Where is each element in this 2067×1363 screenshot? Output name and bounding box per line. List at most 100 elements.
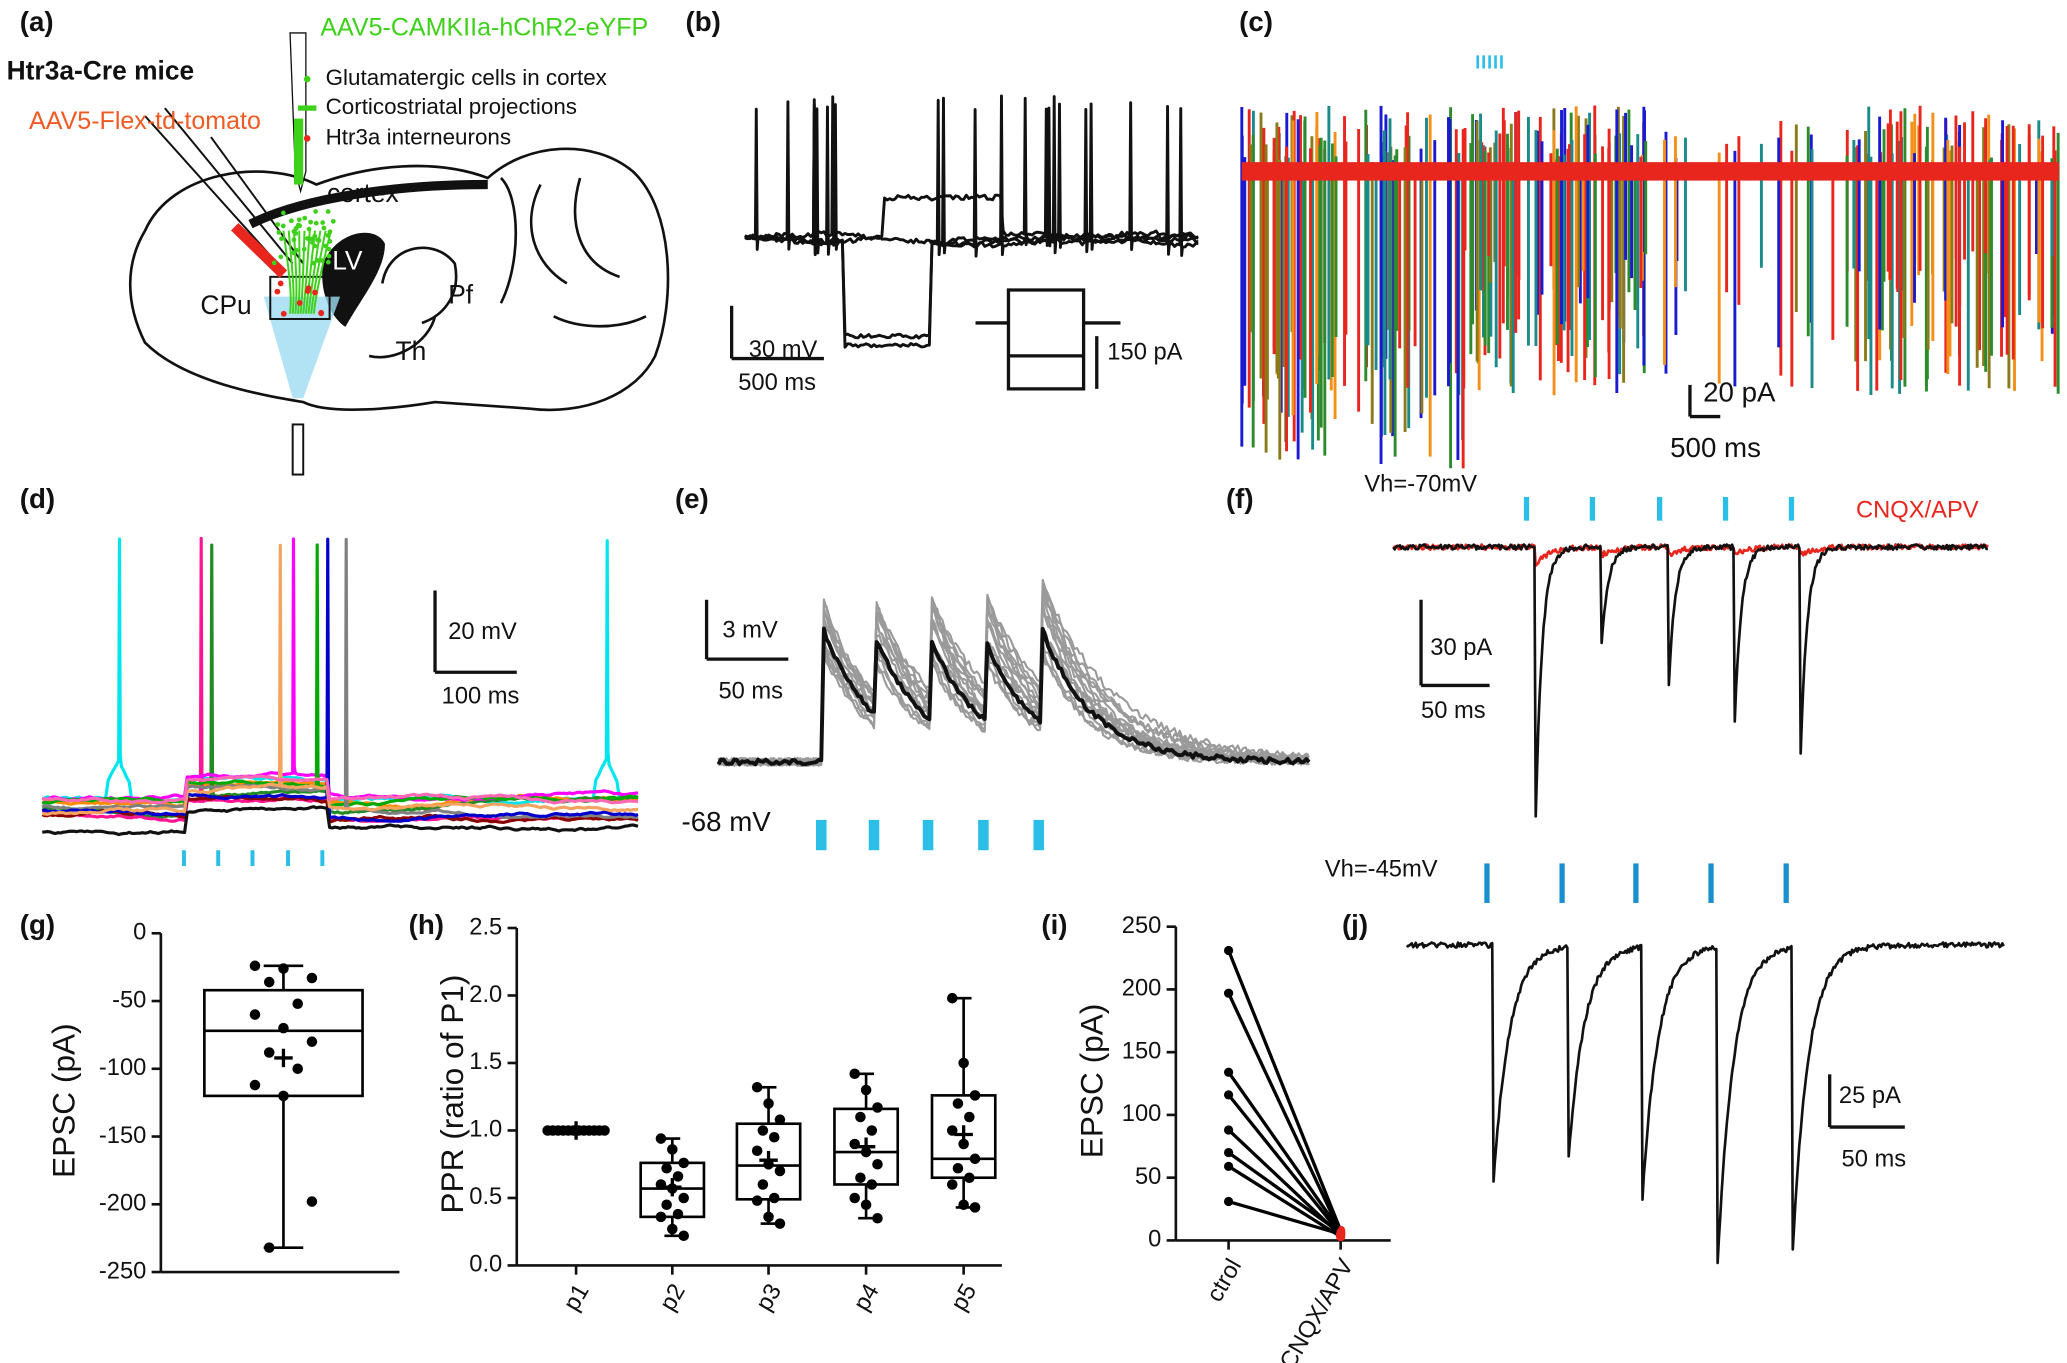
mean-marker bbox=[759, 1150, 778, 1170]
green-cell bbox=[321, 225, 327, 231]
data-point bbox=[1223, 945, 1234, 956]
data-point bbox=[599, 1125, 610, 1136]
panel-label: (b) bbox=[686, 6, 721, 37]
x-tick-label: ctrol bbox=[1202, 1255, 1247, 1307]
data-point bbox=[263, 1242, 275, 1253]
data-point bbox=[667, 1223, 678, 1235]
data-point bbox=[661, 1199, 672, 1210]
data-point bbox=[946, 992, 958, 1004]
x-tick-label: p2 bbox=[655, 1280, 691, 1316]
data-point bbox=[952, 1098, 964, 1109]
data-point bbox=[751, 1082, 763, 1093]
label: 50 ms bbox=[1842, 1146, 1907, 1172]
data-point bbox=[969, 1202, 981, 1213]
stim-tick bbox=[250, 850, 255, 867]
data-point bbox=[952, 1162, 964, 1174]
green-cell bbox=[326, 253, 332, 259]
data-point bbox=[964, 1111, 975, 1123]
red-cell bbox=[274, 288, 281, 295]
label: Vh=-70mV bbox=[1364, 471, 1477, 497]
green-cell bbox=[320, 220, 326, 226]
data-point bbox=[678, 1192, 689, 1204]
data-point bbox=[860, 1199, 872, 1210]
data-point bbox=[249, 960, 261, 972]
label: 30 pA bbox=[1430, 635, 1492, 661]
data-point bbox=[768, 1192, 780, 1204]
data-point bbox=[263, 1047, 275, 1058]
data-point bbox=[855, 1172, 866, 1183]
pipette bbox=[164, 107, 294, 265]
data-point bbox=[969, 1090, 981, 1101]
label: -68 mV bbox=[682, 806, 772, 837]
paired-line bbox=[1227, 949, 1343, 1232]
x-tick-label: CNQX/APV bbox=[1275, 1254, 1359, 1363]
label: cortex bbox=[327, 178, 399, 208]
y-tick-label: 2.5 bbox=[469, 914, 502, 940]
label: 100 ms bbox=[442, 684, 520, 710]
cell-dots bbox=[271, 209, 336, 317]
projection bbox=[282, 230, 292, 314]
trace bbox=[717, 586, 1310, 767]
trace bbox=[41, 537, 639, 819]
data-point bbox=[964, 1172, 975, 1183]
trace bbox=[42, 805, 639, 837]
data-point bbox=[1223, 988, 1234, 998]
stim-tick bbox=[1783, 863, 1789, 903]
label: 50 ms bbox=[718, 678, 783, 704]
y-tick-label: 1.0 bbox=[469, 1117, 502, 1143]
stim-tick bbox=[1559, 863, 1565, 903]
data-point bbox=[1223, 1161, 1234, 1171]
green-cell bbox=[313, 220, 319, 226]
red-cell bbox=[280, 310, 287, 317]
green-cell bbox=[280, 210, 286, 216]
legend-dot bbox=[303, 75, 311, 83]
red-cell bbox=[296, 300, 303, 306]
trace bbox=[41, 537, 639, 823]
trace bbox=[41, 543, 639, 809]
data-point bbox=[946, 1179, 958, 1190]
box bbox=[833, 1107, 900, 1186]
panel-label: (a) bbox=[20, 6, 54, 37]
stim-tick bbox=[1482, 55, 1485, 69]
label: 150 pA bbox=[1107, 340, 1182, 366]
box bbox=[735, 1122, 802, 1201]
data-point bbox=[672, 1171, 684, 1182]
lateral-ventricle bbox=[322, 232, 385, 327]
brain-schematic bbox=[128, 32, 670, 476]
data-point bbox=[872, 1158, 883, 1170]
data-point bbox=[774, 1165, 786, 1177]
data-point bbox=[763, 1211, 774, 1223]
protocol-box bbox=[975, 288, 1121, 391]
light-cone bbox=[263, 296, 341, 399]
green-cell bbox=[296, 217, 302, 223]
trace bbox=[1392, 543, 1988, 818]
y-tick-label: 250 bbox=[1122, 913, 1162, 939]
y-tick-label: -50 bbox=[112, 987, 146, 1013]
y-tick-label: 150 bbox=[1122, 1038, 1162, 1064]
y-tick-label: 200 bbox=[1122, 976, 1162, 1002]
projection bbox=[296, 230, 301, 314]
stim-tick bbox=[1500, 55, 1503, 69]
step-protocol bbox=[975, 288, 1121, 391]
label: AAV5-CAMKIIa-hChR2-eYFP bbox=[320, 14, 648, 42]
panel-title: Htr3a-Cre mice bbox=[7, 55, 195, 85]
green-cell bbox=[330, 218, 336, 224]
data-point bbox=[292, 1063, 303, 1075]
label: 20 pA bbox=[1703, 376, 1776, 407]
x-tick-label: p3 bbox=[751, 1280, 787, 1316]
label: 3 mV bbox=[722, 618, 778, 644]
data-point bbox=[849, 1192, 860, 1204]
box bbox=[930, 1094, 997, 1180]
data-point bbox=[969, 1153, 981, 1165]
stim-tick bbox=[216, 850, 221, 867]
data-point bbox=[306, 972, 318, 984]
label: 500 ms bbox=[738, 370, 816, 396]
label: Glutamatergic cells in cortex bbox=[326, 65, 607, 90]
data-point bbox=[757, 1125, 769, 1136]
projection bbox=[304, 230, 317, 314]
data-point bbox=[958, 1138, 969, 1150]
data-point bbox=[1223, 1090, 1234, 1100]
stim-tick bbox=[1476, 55, 1480, 69]
label: Pf bbox=[448, 280, 474, 310]
trace bbox=[41, 774, 639, 805]
